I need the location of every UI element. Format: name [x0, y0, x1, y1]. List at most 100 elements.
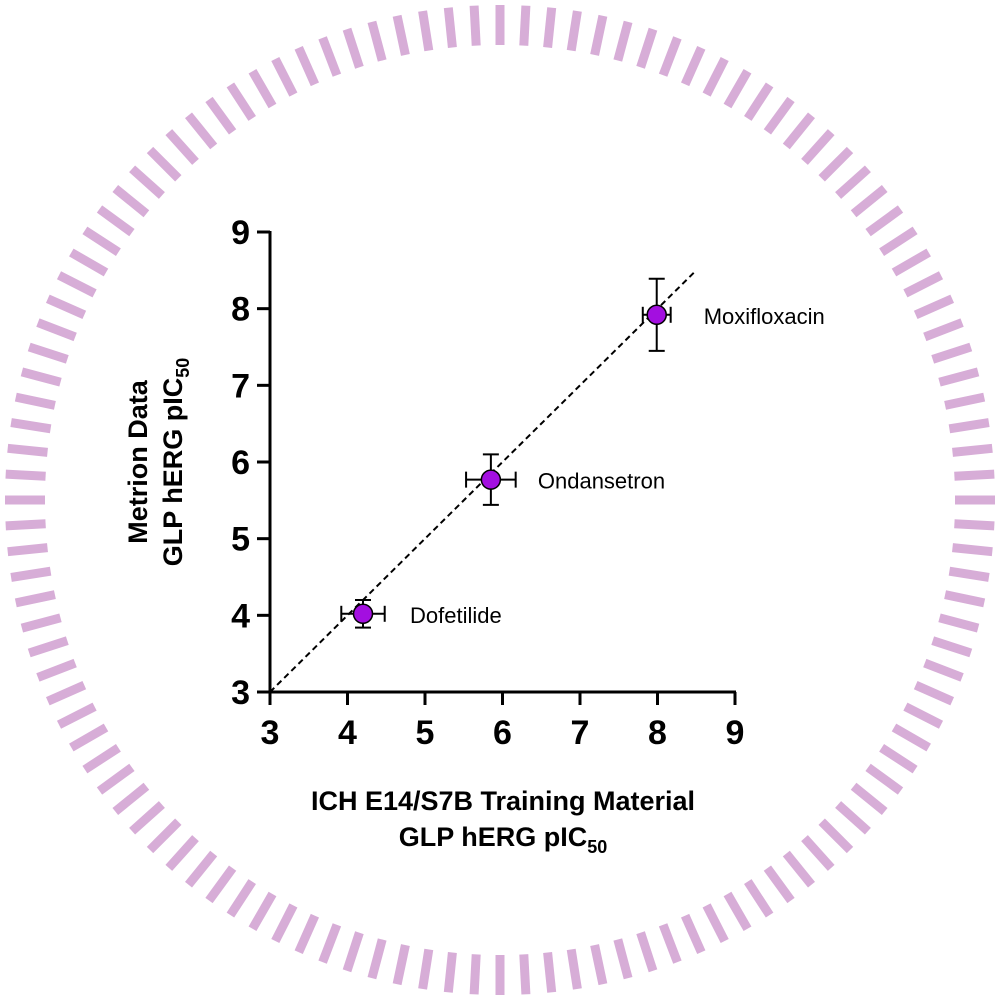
ring-dash — [271, 903, 298, 944]
ring-dash — [954, 469, 995, 481]
ring-dash — [636, 27, 658, 69]
y-tick-label: 4 — [231, 597, 250, 635]
ring-dash — [923, 318, 964, 342]
ring-dash — [903, 702, 944, 729]
ring-dash — [56, 271, 97, 298]
ring-dash — [82, 226, 121, 256]
ring-dash — [27, 342, 69, 364]
ring-dash — [913, 294, 955, 320]
data-point-marker — [646, 304, 667, 326]
ring-dash — [818, 146, 854, 182]
ring-dash — [566, 10, 582, 52]
ring-dash — [913, 680, 955, 706]
y-axis-title-main: GLP hERG pIC — [158, 378, 188, 567]
x-tick-label: 8 — [648, 714, 667, 752]
axes: 3 4 5 6 7 8 9 3 4 5 6 7 8 9 — [231, 214, 744, 752]
ring-dash — [801, 835, 835, 871]
ring-dash — [519, 954, 531, 995]
ring-dash — [954, 519, 995, 531]
data-point-marker — [480, 469, 502, 490]
ring-dash — [45, 294, 87, 320]
x-tick-label: 7 — [571, 714, 590, 752]
ring-dash — [613, 938, 633, 980]
ring-dash — [36, 658, 77, 682]
ring-dash — [944, 392, 986, 410]
ring-dash — [613, 20, 633, 62]
x-axis-title-subscript: 50 — [587, 837, 607, 857]
ring-dash — [931, 636, 973, 658]
ring-dash — [146, 818, 182, 854]
ring-dash — [948, 418, 990, 434]
ring-dash — [10, 566, 52, 582]
ring-dash — [418, 10, 434, 52]
ring-dash — [248, 891, 277, 931]
ring-dash — [418, 948, 434, 990]
ring-dash — [782, 112, 815, 150]
y-tick-label: 7 — [231, 367, 250, 405]
ring-dash — [680, 45, 706, 87]
ring-dash — [865, 205, 904, 237]
x-axis-ticks: 3 4 5 6 7 8 9 — [261, 692, 744, 752]
ring-dash — [27, 636, 69, 658]
ring-dash — [723, 69, 752, 109]
ring-dash — [801, 129, 835, 165]
data-point-label: Ondansetron — [538, 469, 665, 494]
ring-dash — [367, 938, 387, 980]
ring-dash — [185, 112, 218, 150]
ring-dash — [205, 96, 237, 135]
x-axis-title-main: GLP hERG pIC — [399, 822, 588, 852]
ring-dash — [702, 56, 729, 97]
x-tick-label: 5 — [416, 714, 435, 752]
ring-dash — [782, 850, 815, 888]
ring-dash — [36, 318, 77, 342]
ring-dash — [818, 818, 854, 854]
ring-dash — [931, 342, 973, 364]
ring-dash — [850, 782, 888, 815]
ring-dash — [392, 14, 410, 56]
y-tick-label: 8 — [231, 291, 250, 329]
ring-dash — [82, 744, 121, 774]
y-axis-title-line1: Metrion Data — [123, 379, 153, 544]
y-tick-label: 6 — [231, 444, 250, 482]
ring-dash — [69, 248, 109, 277]
ring-dash — [14, 590, 56, 608]
y-axis-ticks: 3 4 5 6 7 8 9 — [231, 214, 270, 712]
ring-dash — [294, 913, 320, 955]
ring-dash — [248, 69, 277, 109]
ring-dash — [469, 5, 481, 46]
data-point-group: Ondansetron — [465, 453, 665, 506]
ring-dash — [271, 56, 298, 97]
ring-dash — [879, 744, 918, 774]
ring-dash — [165, 129, 199, 165]
ring-dash — [923, 658, 964, 682]
ring-dash — [903, 271, 944, 298]
ring-dash — [590, 944, 608, 986]
ring-dash — [744, 82, 774, 121]
ring-dash — [392, 944, 410, 986]
ring-dash — [5, 519, 46, 531]
ring-dash — [938, 367, 980, 387]
ring-dash — [948, 566, 990, 582]
ring-dash — [294, 45, 320, 87]
ring-dash — [112, 185, 150, 218]
ring-dash — [543, 7, 557, 48]
y-axis-title: Metrion Data GLP hERG pIC50 — [123, 358, 193, 567]
ring-dash — [879, 226, 918, 256]
ring-dash — [944, 590, 986, 608]
ring-dash — [45, 680, 87, 706]
ring-dash — [96, 763, 135, 795]
ring-dash — [566, 948, 582, 990]
ring-dash — [20, 613, 62, 633]
ring-dash — [185, 850, 218, 888]
ring-dash — [543, 952, 557, 993]
ring-dash — [590, 14, 608, 56]
ring-dash — [318, 36, 342, 77]
data-point-label: Dofetilide — [410, 603, 502, 628]
ring-dash — [226, 82, 256, 121]
ring-dash — [952, 443, 993, 457]
ring-dash — [723, 891, 752, 931]
ring-dash — [112, 782, 150, 815]
ring-dash — [7, 443, 48, 457]
ring-dash — [226, 879, 256, 918]
